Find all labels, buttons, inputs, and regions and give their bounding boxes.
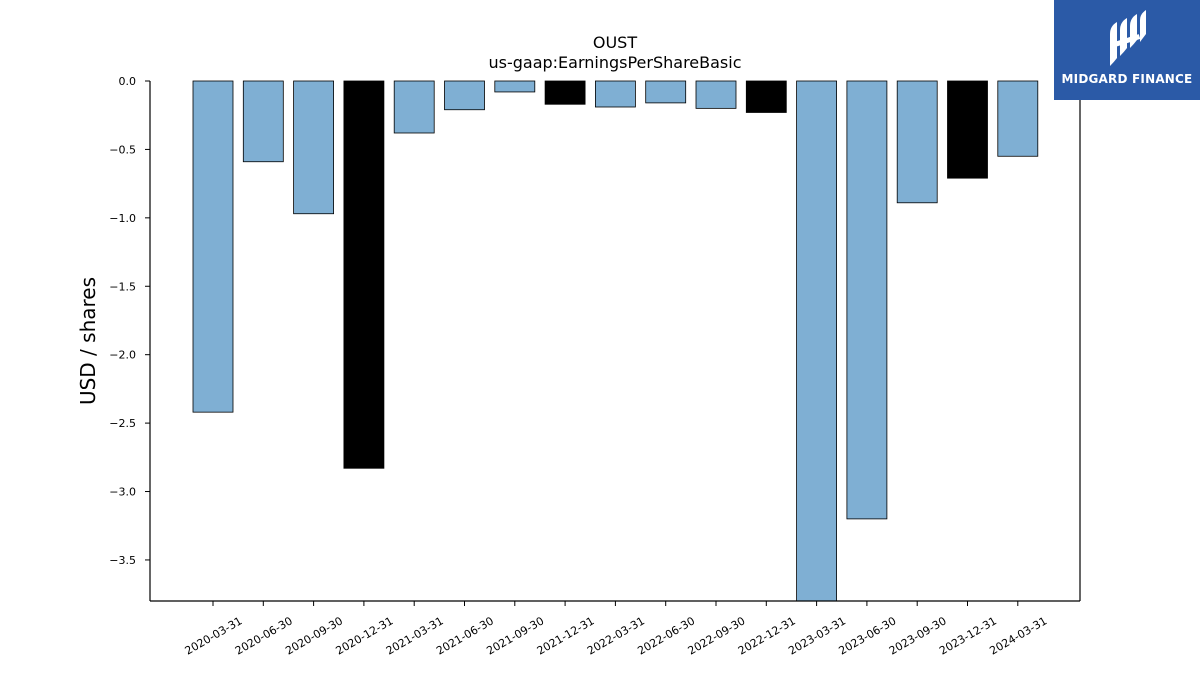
bar-2021-03-31 — [393, 80, 435, 134]
bar-2022-12-31 — [745, 80, 787, 113]
y-axis-label: USD / shares — [76, 277, 100, 405]
y-tick-label: −1.0 — [109, 212, 136, 225]
bar-2022-09-30 — [695, 80, 737, 109]
y-tick-label: −3.5 — [109, 554, 136, 567]
midgard-logo-icon — [1110, 10, 1146, 66]
y-tick-label: −1.5 — [109, 280, 136, 293]
bar-2024-03-31 — [997, 80, 1039, 157]
bar-2020-03-31 — [192, 80, 234, 413]
chart-title: OUST — [593, 33, 637, 52]
y-tick-label: −2.0 — [109, 349, 136, 362]
bar-2023-03-31 — [796, 80, 837, 602]
bar-2021-06-30 — [444, 80, 485, 111]
bar-2023-12-31 — [947, 80, 988, 179]
bar-2023-06-30 — [846, 80, 888, 520]
bar-2023-09-30 — [896, 80, 938, 204]
x-ticks-group: 2020-03-312020-06-302020-09-302020-12-31… — [183, 601, 1049, 658]
bar-2021-12-31 — [544, 80, 586, 105]
y-tick-label: 0.0 — [119, 75, 137, 88]
bar-2020-09-30 — [293, 80, 335, 215]
bar-2021-09-30 — [494, 80, 536, 93]
y-tick-label: −3.0 — [109, 486, 136, 499]
bars-group — [192, 80, 1039, 602]
logo-text: MIDGARD FINANCE — [1061, 72, 1193, 86]
bar-2022-06-30 — [645, 80, 687, 104]
y-tick-label: −0.5 — [109, 143, 136, 156]
y-tick-label: −2.5 — [109, 417, 136, 430]
x-tick-label: 2024-03-31 — [987, 614, 1049, 657]
y-ticks-group: 0.0 −0.5 −1.0 −1.5 −2.0 −2.5 −3.0 −3.5 — [109, 75, 150, 567]
bar-2022-03-31 — [595, 80, 636, 108]
chart-subtitle: us-gaap:EarningsPerShareBasic — [488, 53, 741, 72]
bar-2020-06-30 — [242, 80, 284, 163]
bar-2020-12-31 — [343, 80, 385, 469]
midgard-finance-logo: MIDGARD FINANCE — [1054, 0, 1200, 100]
